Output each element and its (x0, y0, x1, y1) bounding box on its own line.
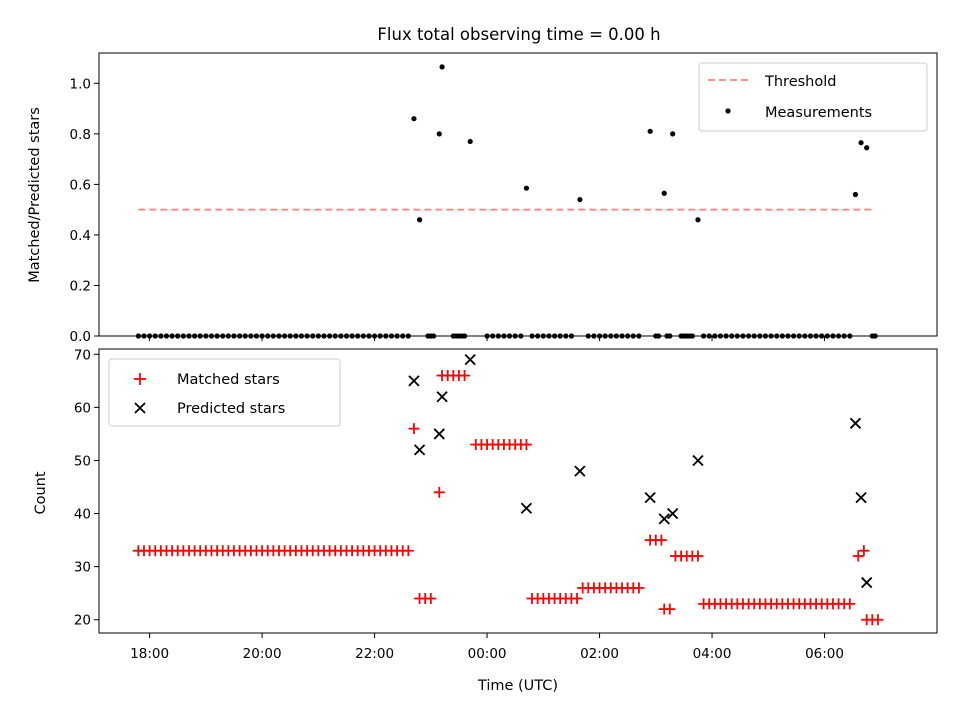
bottom-y-tick-label: 20 (74, 613, 91, 629)
bottom-y-tick-label: 70 (74, 347, 91, 363)
measurement-point (852, 191, 859, 198)
matched-star-marker (459, 370, 471, 382)
x-axis-label: Time (UTC) (477, 678, 558, 694)
measurement-point (695, 217, 701, 223)
top-x-ticks (149, 336, 826, 341)
matched-star-marker (664, 603, 676, 615)
top-y-tick-label: 0.2 (70, 278, 91, 294)
top-y-axis-label: Matched/Predicted stars (27, 107, 43, 283)
predicted-star-marker (574, 465, 586, 477)
bottom-y-tick-label: 60 (74, 400, 91, 416)
bottom-y-tick-label: 30 (74, 560, 91, 576)
predicted-star-marker (861, 576, 873, 589)
bottom-plot-frame (98, 348, 938, 634)
predicted-star-marker (436, 391, 448, 403)
bottom-x-tick-label: 20:00 (243, 646, 282, 662)
bottom-x-tick-label: 18:00 (130, 646, 169, 662)
measurement-point (439, 64, 445, 70)
predicted-star-marker (644, 491, 656, 504)
measurement-point (416, 217, 423, 223)
predicted-star-marker (855, 491, 867, 504)
top-y-tick-label: 0.6 (70, 177, 91, 193)
top-panel: Flux total observing time = 0.00 h Match… (27, 25, 938, 345)
top-y-tick-label: 0.0 (70, 329, 91, 345)
matched-star-marker (433, 486, 445, 498)
matched-star-marker (520, 439, 532, 451)
bottom-x-tick-label: 00:00 (468, 646, 507, 662)
predicted-star-marker (849, 417, 862, 429)
matched-star-marker (872, 614, 884, 626)
measurement-point (411, 116, 417, 122)
legend-matched-swatch (134, 373, 146, 385)
measurement-point (858, 140, 864, 146)
bottom-x-ticks: 18:00 20:00 22:00 00:00 02:00 04:00 06:00 (130, 633, 844, 662)
measurement-point (436, 131, 442, 137)
predicted-star-marker (667, 507, 679, 520)
matched-star-marker (692, 550, 704, 562)
measurement-point (467, 138, 473, 145)
top-legend-frame (698, 62, 928, 132)
legend-measurements-label: Measurements (765, 105, 872, 121)
legend-measurements-swatch (725, 108, 731, 114)
bottom-x-tick-label: 22:00 (355, 646, 394, 662)
chart-title: Flux total observing time = 0.00 h (377, 25, 660, 44)
top-y-ticks: 0.0 0.2 0.4 0.6 0.8 1.0 (70, 76, 99, 345)
top-y-tick-label: 0.8 (70, 127, 91, 143)
measurement-point (523, 185, 530, 191)
matched-star-marker (844, 598, 856, 610)
measurement-point (647, 128, 653, 134)
legend-predicted-label: Predicted stars (177, 401, 285, 417)
measurement-point (577, 196, 583, 203)
bottom-y-axis-label: Count (33, 471, 49, 514)
legend-predicted-swatch (134, 402, 146, 414)
bottom-legend-frame (108, 358, 341, 427)
top-legend: Threshold Measurements (698, 62, 928, 132)
bottom-x-tick-label: 04:00 (693, 646, 732, 662)
measurement-point (670, 131, 676, 137)
matched-star-marker (852, 550, 864, 562)
bottom-x-tick-label: 02:00 (580, 646, 619, 662)
legend-threshold-label: Threshold (764, 74, 836, 90)
predicted-star-marker (408, 375, 420, 387)
matched-star-marker (425, 592, 437, 604)
measurements-series (135, 64, 878, 339)
top-y-tick-label: 0.4 (70, 228, 91, 244)
bottom-legend: Matched stars Predicted stars (108, 358, 341, 427)
bottom-panel: Count Time (UTC) 20 30 40 50 60 70 18:00 20:00… (33, 347, 938, 694)
measurement-point (661, 190, 667, 196)
top-y-tick-label: 1.0 (70, 76, 91, 92)
bottom-y-tick-label: 40 (74, 507, 91, 523)
predicted-star-marker (658, 513, 670, 525)
matched-star-marker (633, 582, 645, 594)
predicted-star-marker (692, 454, 704, 467)
matched-star-marker (655, 534, 667, 546)
predicted-star-marker (520, 502, 533, 514)
predicted-star-marker (464, 353, 476, 366)
matched-star-marker (408, 423, 420, 435)
measurement-point (864, 145, 870, 151)
matched-star-marker (858, 545, 870, 557)
predicted-star-marker (433, 428, 445, 440)
matched-star-marker (571, 592, 583, 604)
legend-matched-label: Matched stars (177, 372, 280, 388)
top-plot-frame (98, 52, 938, 337)
bottom-x-tick-label: 06:00 (805, 646, 844, 662)
bottom-y-ticks: 20 30 40 50 60 70 (74, 347, 99, 629)
bottom-y-tick-label: 50 (74, 453, 91, 469)
matched-stars-series (132, 370, 884, 626)
matched-star-marker (402, 545, 414, 557)
predicted-star-marker (413, 444, 426, 456)
predicted-stars-series (408, 353, 873, 589)
